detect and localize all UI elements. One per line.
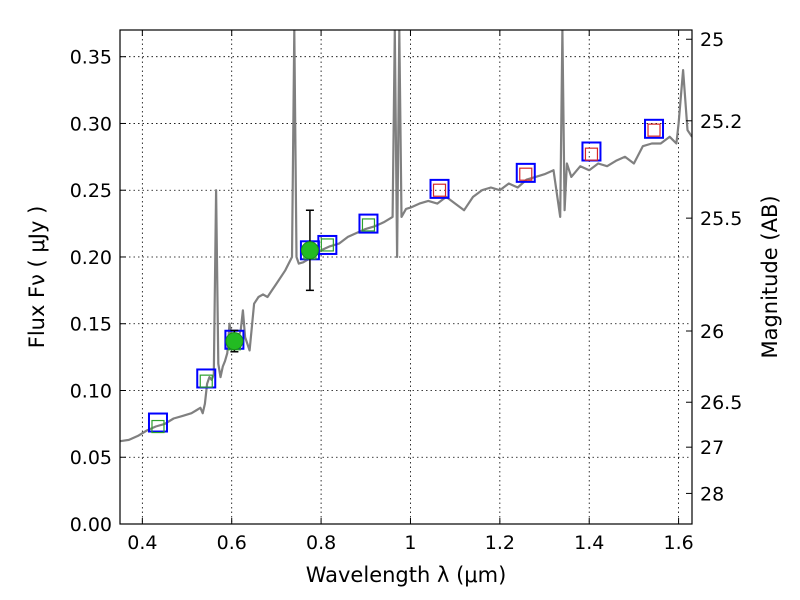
mag-tick-label: 27: [700, 437, 724, 459]
filter-box-marker: [317, 234, 338, 255]
filter-box-marker: [147, 412, 168, 433]
model-band-marker: [647, 123, 661, 137]
model-band-marker: [320, 238, 334, 252]
labels-layer: 0.4 0.6 0.8 1 1.2 1.4 1.6 0.00 0.05 0.10 0.15 0.20 0…: [70, 29, 743, 554]
x-tick-label: 1.4: [574, 532, 604, 554]
y-tick-label: 0.25: [70, 180, 112, 202]
y-tick-label: 0.05: [70, 447, 112, 469]
mag-tick-label: 28: [700, 483, 724, 505]
plot-frame: [119, 29, 693, 525]
series-clip-group: [120, 30, 692, 443]
model-band-marker: [361, 218, 376, 232]
y-tick-label: 0.35: [70, 47, 112, 69]
y-axis-right-title: Magnitude (AB): [758, 195, 782, 358]
mag-tick-label: 26: [700, 321, 724, 343]
y-axis-title: Flux Fν ( μJy ): [25, 206, 49, 349]
model-band-marker: [432, 183, 447, 197]
filter-box-marker: [429, 178, 450, 199]
filter-box-marker: [644, 118, 665, 139]
filter-box-marker: [515, 162, 536, 183]
x-tick-label: 1.2: [485, 532, 515, 554]
y-tick-label: 0.15: [70, 314, 112, 336]
filter-box-marker: [358, 213, 379, 234]
model-band-marker: [584, 147, 599, 161]
x-axis-title: Wavelength λ (μm): [306, 563, 507, 587]
x-tick-label: 1.6: [663, 532, 693, 554]
ticks-layer: [120, 30, 692, 525]
mag-tick-label: 25.2: [700, 111, 742, 133]
x-tick-label: 0.4: [127, 532, 157, 554]
x-tick-label: 0.6: [217, 532, 247, 554]
model-spectrum-line: [120, 30, 692, 443]
x-tick-label: 1: [404, 532, 416, 554]
y-tick-label: 0.30: [70, 113, 112, 135]
photometry-point: [225, 332, 244, 351]
photometry-point: [300, 241, 319, 260]
x-tick-label: 0.8: [306, 532, 336, 554]
model-band-marker: [151, 419, 165, 434]
model-band-marker: [519, 167, 533, 181]
grid-layer: [120, 30, 692, 525]
mag-tick-label: 25.5: [700, 208, 742, 230]
y-tick-label: 0.20: [70, 247, 112, 269]
y-tick-label: 0.00: [70, 514, 112, 536]
y-tick-label: 0.10: [70, 380, 112, 402]
mag-tick-label: 26.5: [700, 392, 742, 414]
model-band-marker: [199, 374, 213, 388]
mag-tick-label: 25: [700, 29, 724, 51]
series-layer: [120, 30, 692, 443]
